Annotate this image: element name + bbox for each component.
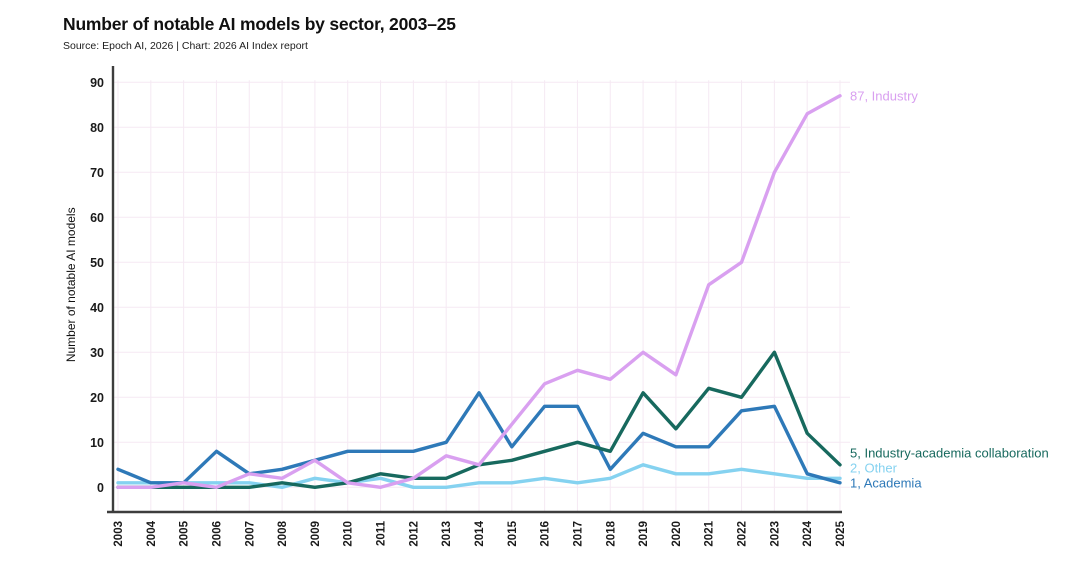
y-tick-label: 70 <box>90 166 104 180</box>
x-tick-label: 2008 <box>277 520 289 546</box>
x-tick-label: 2010 <box>343 521 355 547</box>
x-tick-label: 2018 <box>605 520 617 546</box>
x-tick-label: 2015 <box>507 520 519 546</box>
y-tick-label: 80 <box>90 121 104 135</box>
y-tick-label: 0 <box>97 481 104 495</box>
y-tick-label: 10 <box>90 436 104 450</box>
series-end-label-industry-academia-collaboration: 5, Industry-academia collaboration <box>850 445 1049 460</box>
x-tick-label: 2021 <box>704 520 716 546</box>
x-tick-label: 2023 <box>769 521 781 547</box>
x-tick-label: 2007 <box>244 521 256 547</box>
y-tick-label: 50 <box>90 256 104 270</box>
x-tick-label: 2012 <box>408 521 420 547</box>
y-axis-title: Number of notable AI models <box>64 207 78 362</box>
x-tick-label: 2013 <box>441 521 453 547</box>
series-end-label-industry: 87, Industry <box>850 88 918 103</box>
chart-header: Number of notable AI models by sector, 2… <box>63 14 456 52</box>
series-line-academia <box>116 391 842 485</box>
x-tick-label: 2024 <box>802 520 814 546</box>
x-tick-label: 2025 <box>835 520 847 546</box>
x-tick-label: 2003 <box>113 521 125 547</box>
x-tick-label: 2006 <box>211 521 223 547</box>
x-tick-label: 2005 <box>179 520 191 546</box>
y-tick-label: 60 <box>90 211 104 225</box>
x-tick-label: 2004 <box>146 520 158 546</box>
series-line-other <box>116 463 842 489</box>
y-tick-label: 30 <box>90 346 104 360</box>
x-tick-label: 2011 <box>376 520 388 546</box>
x-tick-label: 2014 <box>474 520 486 546</box>
x-tick-label: 2017 <box>572 521 584 547</box>
series-end-label-other: 2, Other <box>850 460 898 475</box>
series-end-label-academia: 1, Academia <box>850 475 922 490</box>
y-tick-label: 20 <box>90 391 104 405</box>
chart-title: Number of notable AI models by sector, 2… <box>63 14 456 34</box>
y-tick-label: 90 <box>90 76 104 90</box>
x-tick-label: 2020 <box>671 521 683 547</box>
x-tick-label: 2019 <box>638 521 650 547</box>
x-tick-label: 2009 <box>310 521 322 547</box>
chart-subtitle: Source: Epoch AI, 2026 | Chart: 2026 AI … <box>63 40 308 52</box>
x-tick-label: 2022 <box>737 521 749 547</box>
series-line-industry <box>116 94 842 489</box>
x-tick-label: 2016 <box>540 521 552 547</box>
y-tick-label: 40 <box>90 301 104 315</box>
